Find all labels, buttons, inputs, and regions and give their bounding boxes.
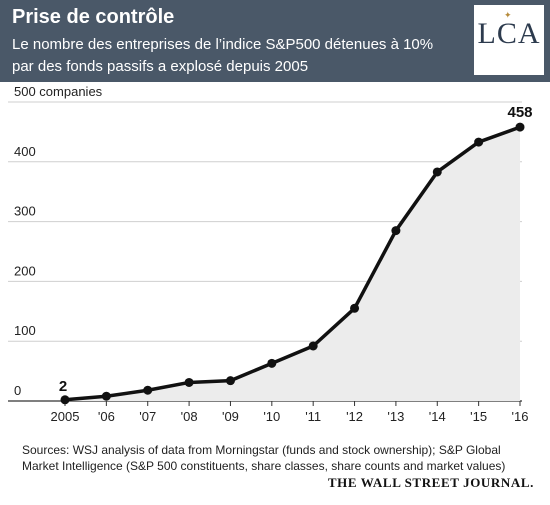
x-tick-label: '11 <box>305 409 321 424</box>
x-tick-label: '14 <box>429 409 446 424</box>
area-fill <box>65 127 520 401</box>
data-point <box>184 377 194 387</box>
data-label: 2 <box>59 378 67 395</box>
chart-labels: 0 100 200 300 400 500 companies 2005 '06 '07 '08 '… <box>14 84 533 424</box>
data-point <box>515 122 525 132</box>
x-tick-label: '06 <box>98 409 115 424</box>
data-point <box>391 226 401 236</box>
x-tick-label: '09 <box>222 409 239 424</box>
data-point <box>267 358 277 368</box>
line-area-chart: 0 100 200 300 400 500 companies 2005 '06 '07 '08 '… <box>8 84 533 424</box>
x-tick-label: '15 <box>470 409 487 424</box>
x-tick-label: '07 <box>139 409 156 424</box>
publisher-credit: THE WALL STREET JOURNAL. <box>327 475 534 490</box>
series-line <box>64 125 521 402</box>
lca-logo: ✦ LCA <box>474 5 544 75</box>
data-point <box>432 167 442 177</box>
data-point <box>143 385 153 395</box>
y-tick-label: 400 <box>14 144 36 159</box>
logo-mark-icon: ✦ <box>504 10 512 20</box>
data-point <box>60 395 70 405</box>
page-title: Prise de contrôle <box>12 6 175 28</box>
y-tick-label: 100 <box>14 323 36 338</box>
page-subtitle: Le nombre des entreprises de l’indice S&… <box>12 36 434 75</box>
source-line-1: Sources: WSJ analysis of data from Morni… <box>22 443 501 457</box>
data-label: 458 <box>507 104 532 121</box>
y-tick-label: 200 <box>14 263 36 278</box>
data-points <box>60 122 525 405</box>
logo-text: LCA <box>477 17 541 50</box>
y-unit-label: 500 companies <box>14 84 103 99</box>
x-tick-label: 2005 <box>51 409 80 424</box>
data-point <box>474 137 484 147</box>
data-point <box>225 376 235 386</box>
y-tick-label: 0 <box>14 383 21 398</box>
x-tick-label: '13 <box>387 409 404 424</box>
x-tick-label: '08 <box>181 409 198 424</box>
x-tick-label: '10 <box>263 409 280 424</box>
x-tick-label: '16 <box>512 409 529 424</box>
header-banner: Prise de contrôle Le nombre des entrepri… <box>0 0 550 82</box>
data-point <box>308 341 318 351</box>
source-line-2: Market Intelligence (S&P 500 constituent… <box>22 459 506 473</box>
data-point <box>350 303 360 313</box>
y-tick-label: 300 <box>14 204 36 219</box>
source-note: Sources: WSJ analysis of data from Morni… <box>22 442 542 474</box>
x-tick-label: '12 <box>346 409 363 424</box>
data-point <box>101 391 111 401</box>
